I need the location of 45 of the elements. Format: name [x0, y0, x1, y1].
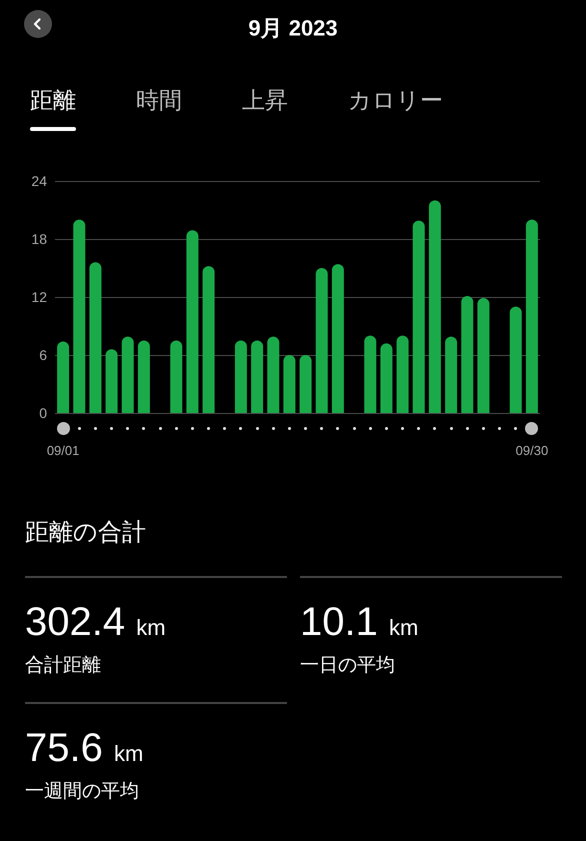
x-tick-label: 09/01: [46, 443, 80, 458]
bar: [364, 336, 376, 413]
bar: [461, 296, 474, 413]
text: 時間: [136, 86, 182, 115]
bar: [412, 220, 425, 413]
y-tick-label: 24: [31, 173, 48, 189]
bar: [477, 298, 490, 413]
y-tick-label: 0: [39, 405, 48, 421]
bar: [170, 340, 182, 413]
bar: [186, 230, 198, 413]
x-tick-label: 09/30: [516, 443, 548, 458]
bar: [57, 341, 70, 413]
bar: [396, 336, 409, 413]
bar: [122, 336, 134, 413]
bar: [510, 306, 522, 413]
bar: [138, 340, 150, 413]
bar: [300, 355, 312, 413]
text: 上昇: [242, 86, 288, 115]
bar: [89, 262, 102, 413]
text: 合計距離: [25, 654, 101, 678]
text: 距離の合計: [25, 518, 146, 548]
text: 75.6 km: [25, 726, 144, 770]
text: カロリー: [348, 86, 443, 115]
bar: [316, 268, 328, 413]
bar: [283, 355, 296, 413]
bar: [526, 220, 538, 413]
bar: [380, 343, 392, 413]
bar: [234, 340, 247, 413]
y-tick-label: 6: [39, 347, 48, 363]
text: 302.4 km: [25, 600, 166, 644]
bar: [428, 200, 441, 413]
y-tick-label: 18: [31, 231, 48, 247]
bar: [267, 336, 280, 413]
chart-title: 9月 2023: [248, 16, 338, 40]
text: 距離: [30, 86, 76, 115]
bar: [445, 336, 458, 413]
bar: [202, 266, 215, 413]
text: 10.1 km: [300, 600, 418, 644]
bar: [332, 264, 344, 413]
text: 一日の平均: [300, 654, 395, 678]
text: 一週間の平均: [25, 780, 139, 804]
bar: [251, 340, 264, 413]
bar: [106, 349, 118, 413]
bar: [73, 220, 86, 413]
y-tick-label: 12: [31, 289, 48, 305]
